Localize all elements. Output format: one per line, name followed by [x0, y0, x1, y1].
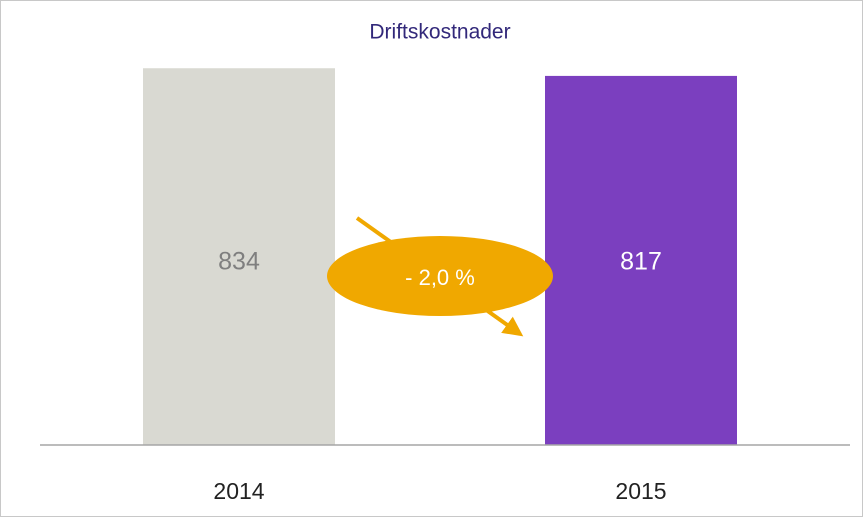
data-label: 834: [218, 248, 260, 276]
x-tick-label: 2014: [213, 478, 264, 504]
chart-title: Driftskostnader: [369, 21, 510, 44]
change-annotation: - 2,0 %: [327, 216, 553, 337]
data-label: 817: [620, 248, 662, 276]
badge: [327, 236, 553, 316]
bar: [143, 68, 335, 445]
plot: 834 817: [143, 68, 737, 445]
annotation: - 2,0 %: [405, 265, 475, 290]
bar: [545, 75, 737, 445]
x-tick-label: 2015: [615, 478, 666, 504]
